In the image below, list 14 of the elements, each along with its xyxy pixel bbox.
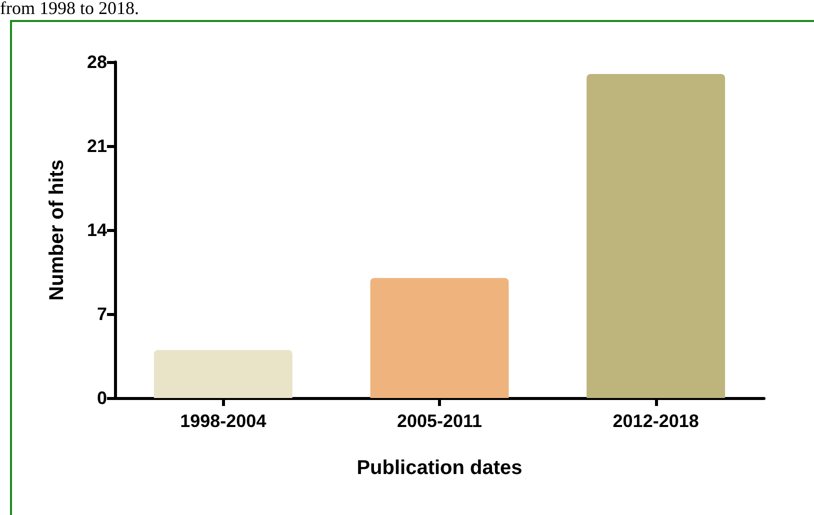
y-tick-label: 14 — [86, 220, 107, 240]
y-axis-title: Number of hits — [46, 159, 68, 301]
y-tick-label: 7 — [96, 304, 107, 324]
x-axis-title: Publication dates — [356, 457, 522, 479]
y-tick-label: 28 — [86, 52, 107, 72]
text: from 1998 to 2018. — [0, 0, 139, 19]
x-tick-label: 2005-2011 — [396, 411, 482, 431]
x-tick-label: 2012-2018 — [612, 411, 699, 431]
x-tick-label: 1998-2004 — [180, 411, 266, 431]
y-tick-label: 21 — [86, 136, 107, 156]
bar — [154, 350, 292, 398]
bar — [586, 74, 726, 398]
bar — [370, 278, 509, 398]
y-tick-label: 0 — [96, 388, 107, 408]
